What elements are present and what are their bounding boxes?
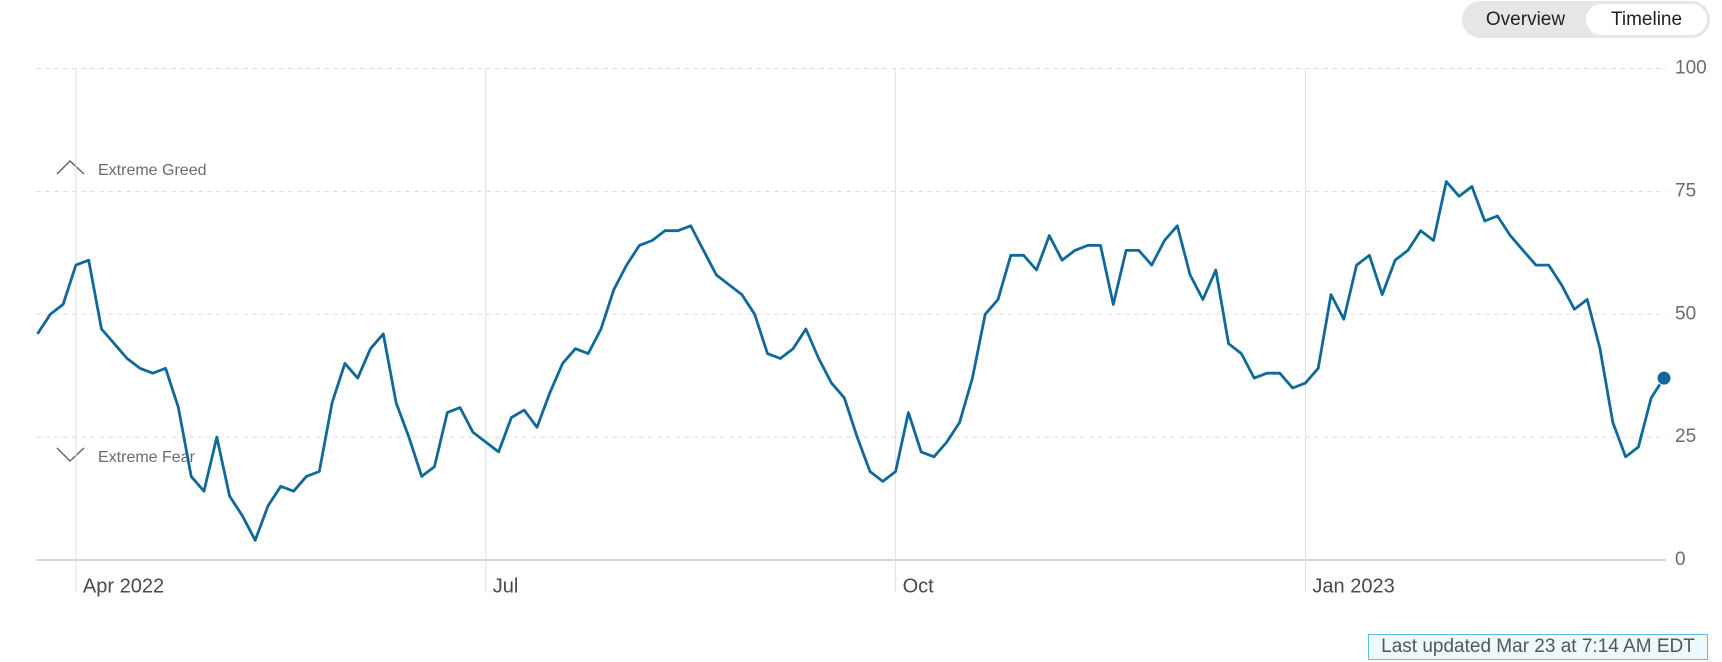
- y-tick-label: 0: [1675, 549, 1686, 570]
- view-toggle: Overview Timeline: [1462, 1, 1710, 38]
- line-series: [36, 180, 1666, 542]
- y-tick-label: 100: [1675, 58, 1707, 79]
- x-tick-label: Apr 2022: [83, 575, 164, 597]
- y-tick-label: 25: [1675, 426, 1696, 447]
- plot-area: 0 25 50 75 100 Apr 2022 Jul Oct Jan 2023: [36, 58, 1707, 597]
- last-updated: Last updated Mar 23 at 7:14 AM EDT: [1368, 634, 1708, 660]
- x-tick-label: Oct: [903, 575, 935, 597]
- tab-overview[interactable]: Overview: [1465, 4, 1586, 35]
- extreme-fear-label: Extreme Fear: [98, 449, 196, 466]
- tab-timeline[interactable]: Timeline: [1586, 4, 1707, 35]
- y-tick-label: 75: [1675, 180, 1696, 201]
- current-point: [1656, 370, 1672, 386]
- extreme-greed-label: Extreme Greed: [98, 162, 206, 179]
- y-tick-label: 50: [1675, 303, 1696, 324]
- x-tick-label: Jan 2023: [1312, 575, 1394, 597]
- fear-icon: [56, 447, 85, 463]
- x-tick-label: Jul: [493, 575, 519, 597]
- greed-icon: [56, 159, 85, 175]
